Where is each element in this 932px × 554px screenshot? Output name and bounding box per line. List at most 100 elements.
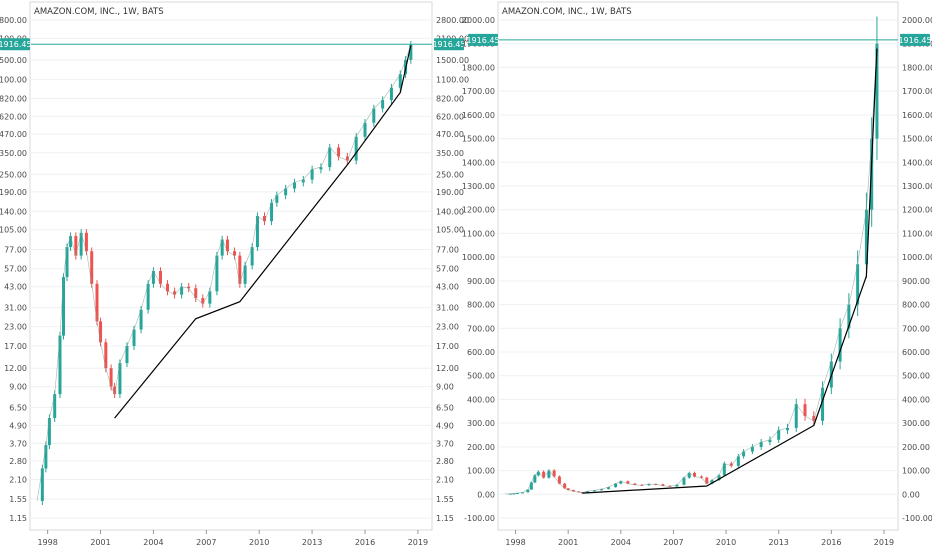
y-tick-label-right: 12.00 [436,364,459,373]
candle-body [409,44,413,60]
y-tick-label-right: 2000.00 [902,16,932,25]
x-tick-label: 2013 [769,538,789,547]
candle-body [275,195,279,203]
y-tick-label-left: 3.70 [9,439,27,448]
y-tick-label-left: 1300.00 [462,182,495,191]
y-tick-label-left: 2800.00 [0,16,27,25]
y-tick-label-right: 800.00 [902,301,930,310]
candle-body [526,489,530,493]
candle-body [700,476,704,478]
trendline [582,48,878,494]
candle-body [104,342,108,369]
last-price-badge-right [900,33,930,46]
y-tick-label-left: 1000.00 [462,253,495,262]
y-tick-label-left: -100.00 [464,514,495,523]
y-tick-label-left: 820.00 [0,94,27,103]
y-tick-label-left: 17.00 [4,342,27,351]
candle-body [542,471,546,478]
y-tick-label-right: 300.00 [902,419,930,428]
candle-body [74,236,78,256]
candle-body [65,247,69,278]
candle-body [109,368,113,387]
y-tick-label-left: 1100.00 [0,76,27,85]
y-tick-label-right: 250.00 [436,170,464,179]
candle-body [847,304,851,329]
candle-body [284,188,288,196]
candle-body [310,169,314,180]
y-tick-label-right: 1.15 [436,514,454,523]
x-tick-label: 2013 [302,538,322,547]
candle-body [729,463,733,466]
y-tick-label-left: 900.00 [467,277,495,286]
y-tick-label-left: 2.80 [9,457,27,466]
last-price-label-right: 1916.45 [432,40,465,49]
last-price-badge-right [434,38,464,51]
candle-body [563,483,567,489]
candle-body [58,335,62,395]
candle-body [243,265,247,284]
x-tick-label: 2010 [249,538,269,547]
candle-body [398,74,402,88]
y-tick-label-right: 1300.00 [902,182,932,191]
candle-body [99,321,103,343]
y-tick-label-left: 2.10 [9,476,27,485]
candle-body [250,247,254,266]
candle-body [607,487,611,490]
y-tick-label-left: 1500.00 [462,135,495,144]
y-tick-label-left: 1.55 [9,495,27,504]
candle-body [238,255,242,284]
y-tick-label-right: 500.00 [902,372,930,381]
candle-body [785,427,789,431]
y-tick-label-left: 1.15 [9,514,27,523]
y-tick-label-left: 300.00 [467,419,495,428]
y-tick-label-left: 4.90 [9,421,27,430]
y-tick-label-left: 620.00 [0,112,27,121]
candle-body [821,387,825,421]
candle-body [345,156,349,161]
candle-body [84,232,88,252]
candle-body [722,463,726,476]
candle-body [864,209,868,265]
candle-body [619,481,623,484]
y-tick-label-right: 190.00 [436,188,464,197]
candle-body [571,490,575,492]
y-tick-label-left: 43.00 [4,283,27,292]
y-tick-label-right: 0.00 [902,490,920,499]
candle-body [838,328,842,362]
candle-body [151,270,155,284]
candle-body [812,416,816,421]
candle-body [687,472,691,478]
y-tick-label-right: 400.00 [902,395,930,404]
y-tick-label-right: 77.00 [436,246,459,255]
candle-body [557,476,561,484]
candle-body [69,236,73,248]
candle-body [566,488,570,491]
x-tick-label: 2001 [558,538,578,547]
y-tick-label-left: 140.00 [0,207,27,216]
price-series-line [36,44,412,502]
candle-body [79,232,83,256]
y-tick-label-right: 1400.00 [902,158,932,167]
candle-body [363,122,367,137]
y-tick-label-left: 23.00 [4,323,27,332]
y-tick-label-right: 900.00 [902,277,930,286]
y-tick-label-right: 1600.00 [902,111,932,120]
y-tick-label-left: 0.00 [477,490,495,499]
last-price-label-left: 1916.45 [0,40,32,49]
chart-title: AMAZON.COM, INC., 1W, BATS [34,7,164,17]
candle-body [389,87,393,101]
candle-body [661,484,665,486]
y-tick-label-right: 17.00 [436,342,459,351]
last-price-label-left: 1916.45 [466,36,499,45]
y-tick-label-right: 1700.00 [902,87,932,96]
candle-body [166,283,170,292]
x-tick-label: 1998 [37,538,57,547]
x-tick-label: 2004 [143,538,163,547]
candle-body [692,472,696,477]
y-tick-label-left: 600.00 [467,348,495,357]
candle-body [585,491,589,493]
candle-body [113,386,117,395]
candle-body [682,477,686,485]
y-tick-label-right: 2.10 [436,476,454,485]
